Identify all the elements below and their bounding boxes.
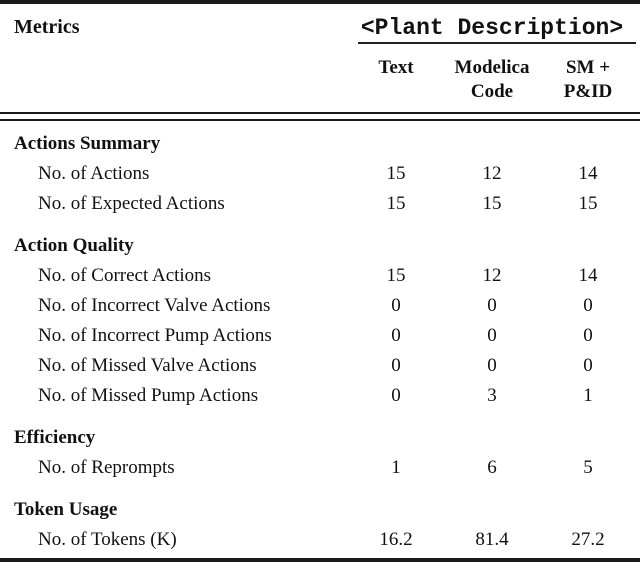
metric-label: No. of Incorrect Pump Actions (38, 325, 272, 346)
table-header-group-row: Metrics <Plant Description> (14, 4, 636, 42)
metric-value: 0 (583, 355, 593, 376)
metric-value: 0 (391, 295, 401, 316)
column-header-sm-pid: SM + P&ID (563, 57, 613, 102)
group-rule-row (14, 42, 636, 44)
metrics-column-header: Metrics (14, 16, 80, 38)
section-header-action-quality: Action Quality (14, 231, 636, 261)
metric-label: No. of Incorrect Valve Actions (38, 295, 271, 316)
metric-value: 81.4 (475, 529, 509, 550)
table-column-header-row: Text Modelica Code SM + P&ID (14, 44, 636, 112)
metric-value: 12 (482, 265, 502, 286)
table-row: No. of Missed Valve Actions 0 0 0 (14, 351, 636, 381)
metric-label: No. of Correct Actions (38, 265, 212, 286)
metric-value: 15 (386, 163, 406, 184)
table-row: No. of Missed Pump Actions 0 3 1 (14, 381, 636, 411)
metric-value: 0 (391, 385, 401, 406)
metric-value: 15 (482, 193, 502, 214)
section-title: Actions Summary (14, 133, 161, 154)
column-header-text: Text (378, 57, 414, 78)
table-bottom-rule (0, 558, 640, 562)
plant-description-group-cell: <Plant Description> (348, 4, 636, 42)
metric-value: 6 (487, 457, 497, 478)
header-double-rule (0, 112, 640, 121)
metric-label: No. of Reprompts (38, 457, 175, 478)
table-row: No. of Incorrect Pump Actions 0 0 0 (14, 321, 636, 351)
table-row: No. of Reprompts 1 6 5 (14, 453, 636, 483)
plant-description-underline-rule (358, 42, 636, 44)
metric-value: 0 (487, 355, 497, 376)
metric-value: 0 (487, 325, 497, 346)
metric-value: 0 (487, 295, 497, 316)
metric-value: 14 (578, 163, 598, 184)
metric-value: 14 (578, 265, 598, 286)
metric-value: 15 (386, 265, 406, 286)
column-header-modelica-code: Modelica Code (454, 57, 530, 102)
metric-value: 0 (391, 355, 401, 376)
table-row: No. of Incorrect Valve Actions 0 0 0 (14, 291, 636, 321)
metric-value: 0 (583, 295, 593, 316)
section-title: Token Usage (14, 499, 118, 520)
metric-value: 27.2 (571, 529, 605, 550)
metric-label: No. of Missed Pump Actions (38, 385, 259, 406)
metric-value: 15 (386, 193, 406, 214)
metric-value: 5 (583, 457, 593, 478)
metric-value: 0 (391, 325, 401, 346)
metric-label: No. of Actions (38, 163, 150, 184)
section-header-token-usage: Token Usage (14, 495, 636, 525)
metric-value: 15 (578, 193, 598, 214)
metric-value: 12 (482, 163, 502, 184)
metric-label: No. of Expected Actions (38, 193, 225, 214)
table-row: No. of Correct Actions 15 12 14 (14, 261, 636, 291)
metric-label: No. of Tokens (K) (38, 529, 177, 550)
table-row: No. of Actions 15 12 14 (14, 159, 636, 189)
metric-label: No. of Missed Valve Actions (38, 355, 257, 376)
table-top-rule (0, 0, 640, 4)
table-row: No. of Tokens (K) 16.2 81.4 27.2 (14, 525, 636, 555)
table-row: No. of Expected Actions 15 15 15 (14, 189, 636, 219)
section-header-efficiency: Efficiency (14, 423, 636, 453)
metric-value: 16.2 (379, 529, 413, 550)
plant-description-group-label: <Plant Description> (360, 15, 624, 41)
section-title: Efficiency (14, 427, 96, 448)
metric-value: 0 (583, 325, 593, 346)
metric-value: 1 (391, 457, 401, 478)
metric-value: 1 (583, 385, 593, 406)
metric-value: 3 (487, 385, 497, 406)
section-header-actions-summary: Actions Summary (14, 129, 636, 159)
section-title: Action Quality (14, 235, 134, 256)
